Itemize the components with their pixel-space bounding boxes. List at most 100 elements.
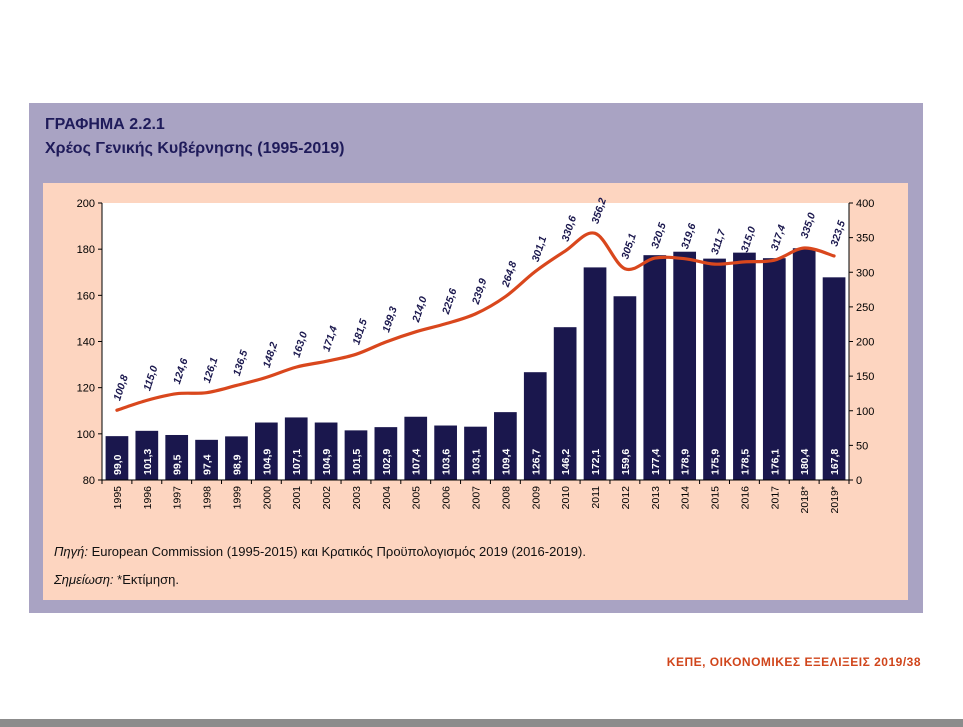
right-tick-label: 0 (856, 475, 862, 487)
x-tick-label: 2013 (650, 486, 662, 510)
bar-value-label: 180,4 (799, 449, 811, 475)
bar-2004 (374, 427, 398, 480)
x-tick-label: 2008 (500, 486, 512, 510)
bar-value-label: 159,6 (620, 449, 632, 475)
bar-value-label: 176,1 (769, 449, 781, 475)
bar-value-label: 101,5 (351, 449, 363, 475)
bar-value-label: 101,3 (142, 449, 154, 475)
bar-2002 (314, 422, 338, 480)
x-tick-label: 2009 (530, 486, 542, 510)
footer-credit: ΚΕΠΕ, ΟΙΚΟΝΟΜΙΚΕΣ ΕΞΕΛΙΞΕΙΣ 2019/38 (666, 655, 921, 669)
bar-1996 (135, 430, 159, 480)
bar-2000 (254, 422, 278, 480)
note-label: Σημείωση: (54, 572, 114, 587)
x-tick-label: 2012 (620, 486, 632, 510)
bar-2015 (703, 258, 726, 480)
source-note: Πηγή: European Commission (1995-2015) κα… (54, 544, 586, 559)
note-text: *Εκτίμηση. (113, 572, 179, 587)
bar-value-label: 172,1 (590, 449, 602, 475)
x-tick-label: 2002 (321, 486, 333, 510)
x-tick-label: 2010 (560, 486, 572, 510)
x-tick-label: 1997 (172, 486, 184, 510)
left-tick-label: 140 (77, 337, 95, 349)
bar-1995 (105, 436, 129, 480)
left-tick-label: 180 (77, 244, 95, 256)
bar-value-label: 98,9 (231, 454, 243, 475)
x-tick-label: 2019* (829, 486, 841, 513)
x-tick-label: 2006 (441, 486, 453, 510)
bar-value-label: 104,9 (321, 449, 333, 475)
bar-value-label: 167,8 (829, 449, 841, 475)
source-label: Πηγή: (54, 544, 88, 559)
x-tick-label: 2014 (680, 486, 692, 510)
chart-title: ΓΡΑΦΗΜΑ 2.2.1 (45, 116, 165, 133)
bar-value-label: 107,4 (411, 449, 423, 475)
x-tick-label: 2007 (471, 486, 483, 510)
bar-value-label: 109,4 (500, 449, 512, 475)
bar-2006 (434, 425, 457, 480)
left-tick-label: 200 (77, 198, 95, 210)
bar-2013 (643, 255, 667, 480)
x-tick-label: 2015 (710, 486, 722, 510)
right-tick-label: 50 (856, 440, 868, 452)
debt-chart: 8010012014016018020005010015020025030035… (77, 196, 875, 513)
bar-2001 (284, 417, 308, 480)
bar-value-label: 104,9 (261, 449, 273, 475)
bar-2003 (344, 430, 368, 480)
bar-2012 (613, 296, 637, 480)
source-text: European Commission (1995-2015) και Κρατ… (87, 544, 586, 559)
x-tick-label: 2018* (799, 486, 811, 513)
bar-value-label: 99,5 (172, 454, 184, 475)
chart-area: 80 100 120 140 160 180 200 0 50 100 150 200 250 300 35… (43, 183, 908, 600)
bar-2008 (494, 412, 517, 480)
bar-2009 (523, 372, 547, 480)
bar-value-label: 103,1 (471, 449, 483, 475)
left-tick-label: 100 (77, 429, 95, 441)
bar-value-label: 102,9 (381, 449, 393, 475)
bar-2005 (404, 416, 428, 480)
right-tick-label: 250 (856, 302, 874, 314)
bar-value-label: 146,2 (560, 449, 572, 475)
bar-value-label: 178,9 (680, 449, 692, 475)
x-tick-label: 2001 (291, 486, 303, 510)
right-tick-label: 400 (856, 198, 874, 210)
bar-value-label: 103,6 (441, 449, 453, 475)
right-tick-label: 100 (856, 406, 874, 418)
bar-1998 (195, 439, 218, 480)
bar-value-label: 126,7 (530, 449, 542, 475)
x-tick-label: 2016 (739, 486, 751, 510)
bar-2007 (464, 426, 487, 480)
bar-2017 (762, 258, 786, 480)
chart-subtitle: Χρέος Γενικής Κυβέρνησης (1995-2019) (45, 140, 345, 157)
bar-1997 (165, 434, 189, 480)
bar-2018* (792, 248, 816, 480)
bar-value-label: 99,0 (112, 454, 124, 475)
x-tick-label: 2003 (351, 486, 363, 510)
right-tick-label: 300 (856, 267, 874, 279)
right-tick-label: 350 (856, 233, 874, 245)
right-tick-label: 150 (856, 371, 874, 383)
x-tick-label: 1995 (112, 486, 124, 510)
bar-2011 (583, 267, 607, 480)
right-tick-label: 200 (856, 337, 874, 349)
bar-1999 (225, 436, 248, 480)
bar-2019* (822, 277, 846, 480)
x-tick-label: 2000 (261, 486, 273, 510)
x-tick-label: 2011 (590, 486, 602, 509)
x-tick-label: 2017 (769, 486, 781, 510)
bar-2016 (733, 252, 756, 480)
bar-value-label: 177,4 (650, 449, 662, 475)
bar-2014 (673, 251, 697, 480)
x-tick-label: 2004 (381, 486, 393, 510)
bar-value-label: 175,9 (710, 449, 722, 475)
x-tick-label: 1998 (202, 486, 214, 510)
x-tick-label: 2005 (411, 486, 423, 510)
debt-line (115, 231, 836, 412)
bottom-bar (0, 719, 963, 727)
bar-value-label: 97,4 (202, 454, 214, 475)
bar-value-label: 107,1 (291, 449, 303, 475)
bar-2010 (553, 327, 577, 480)
left-tick-label: 80 (83, 475, 95, 487)
x-tick-label: 1999 (231, 486, 243, 510)
x-tick-label: 1996 (142, 486, 154, 510)
